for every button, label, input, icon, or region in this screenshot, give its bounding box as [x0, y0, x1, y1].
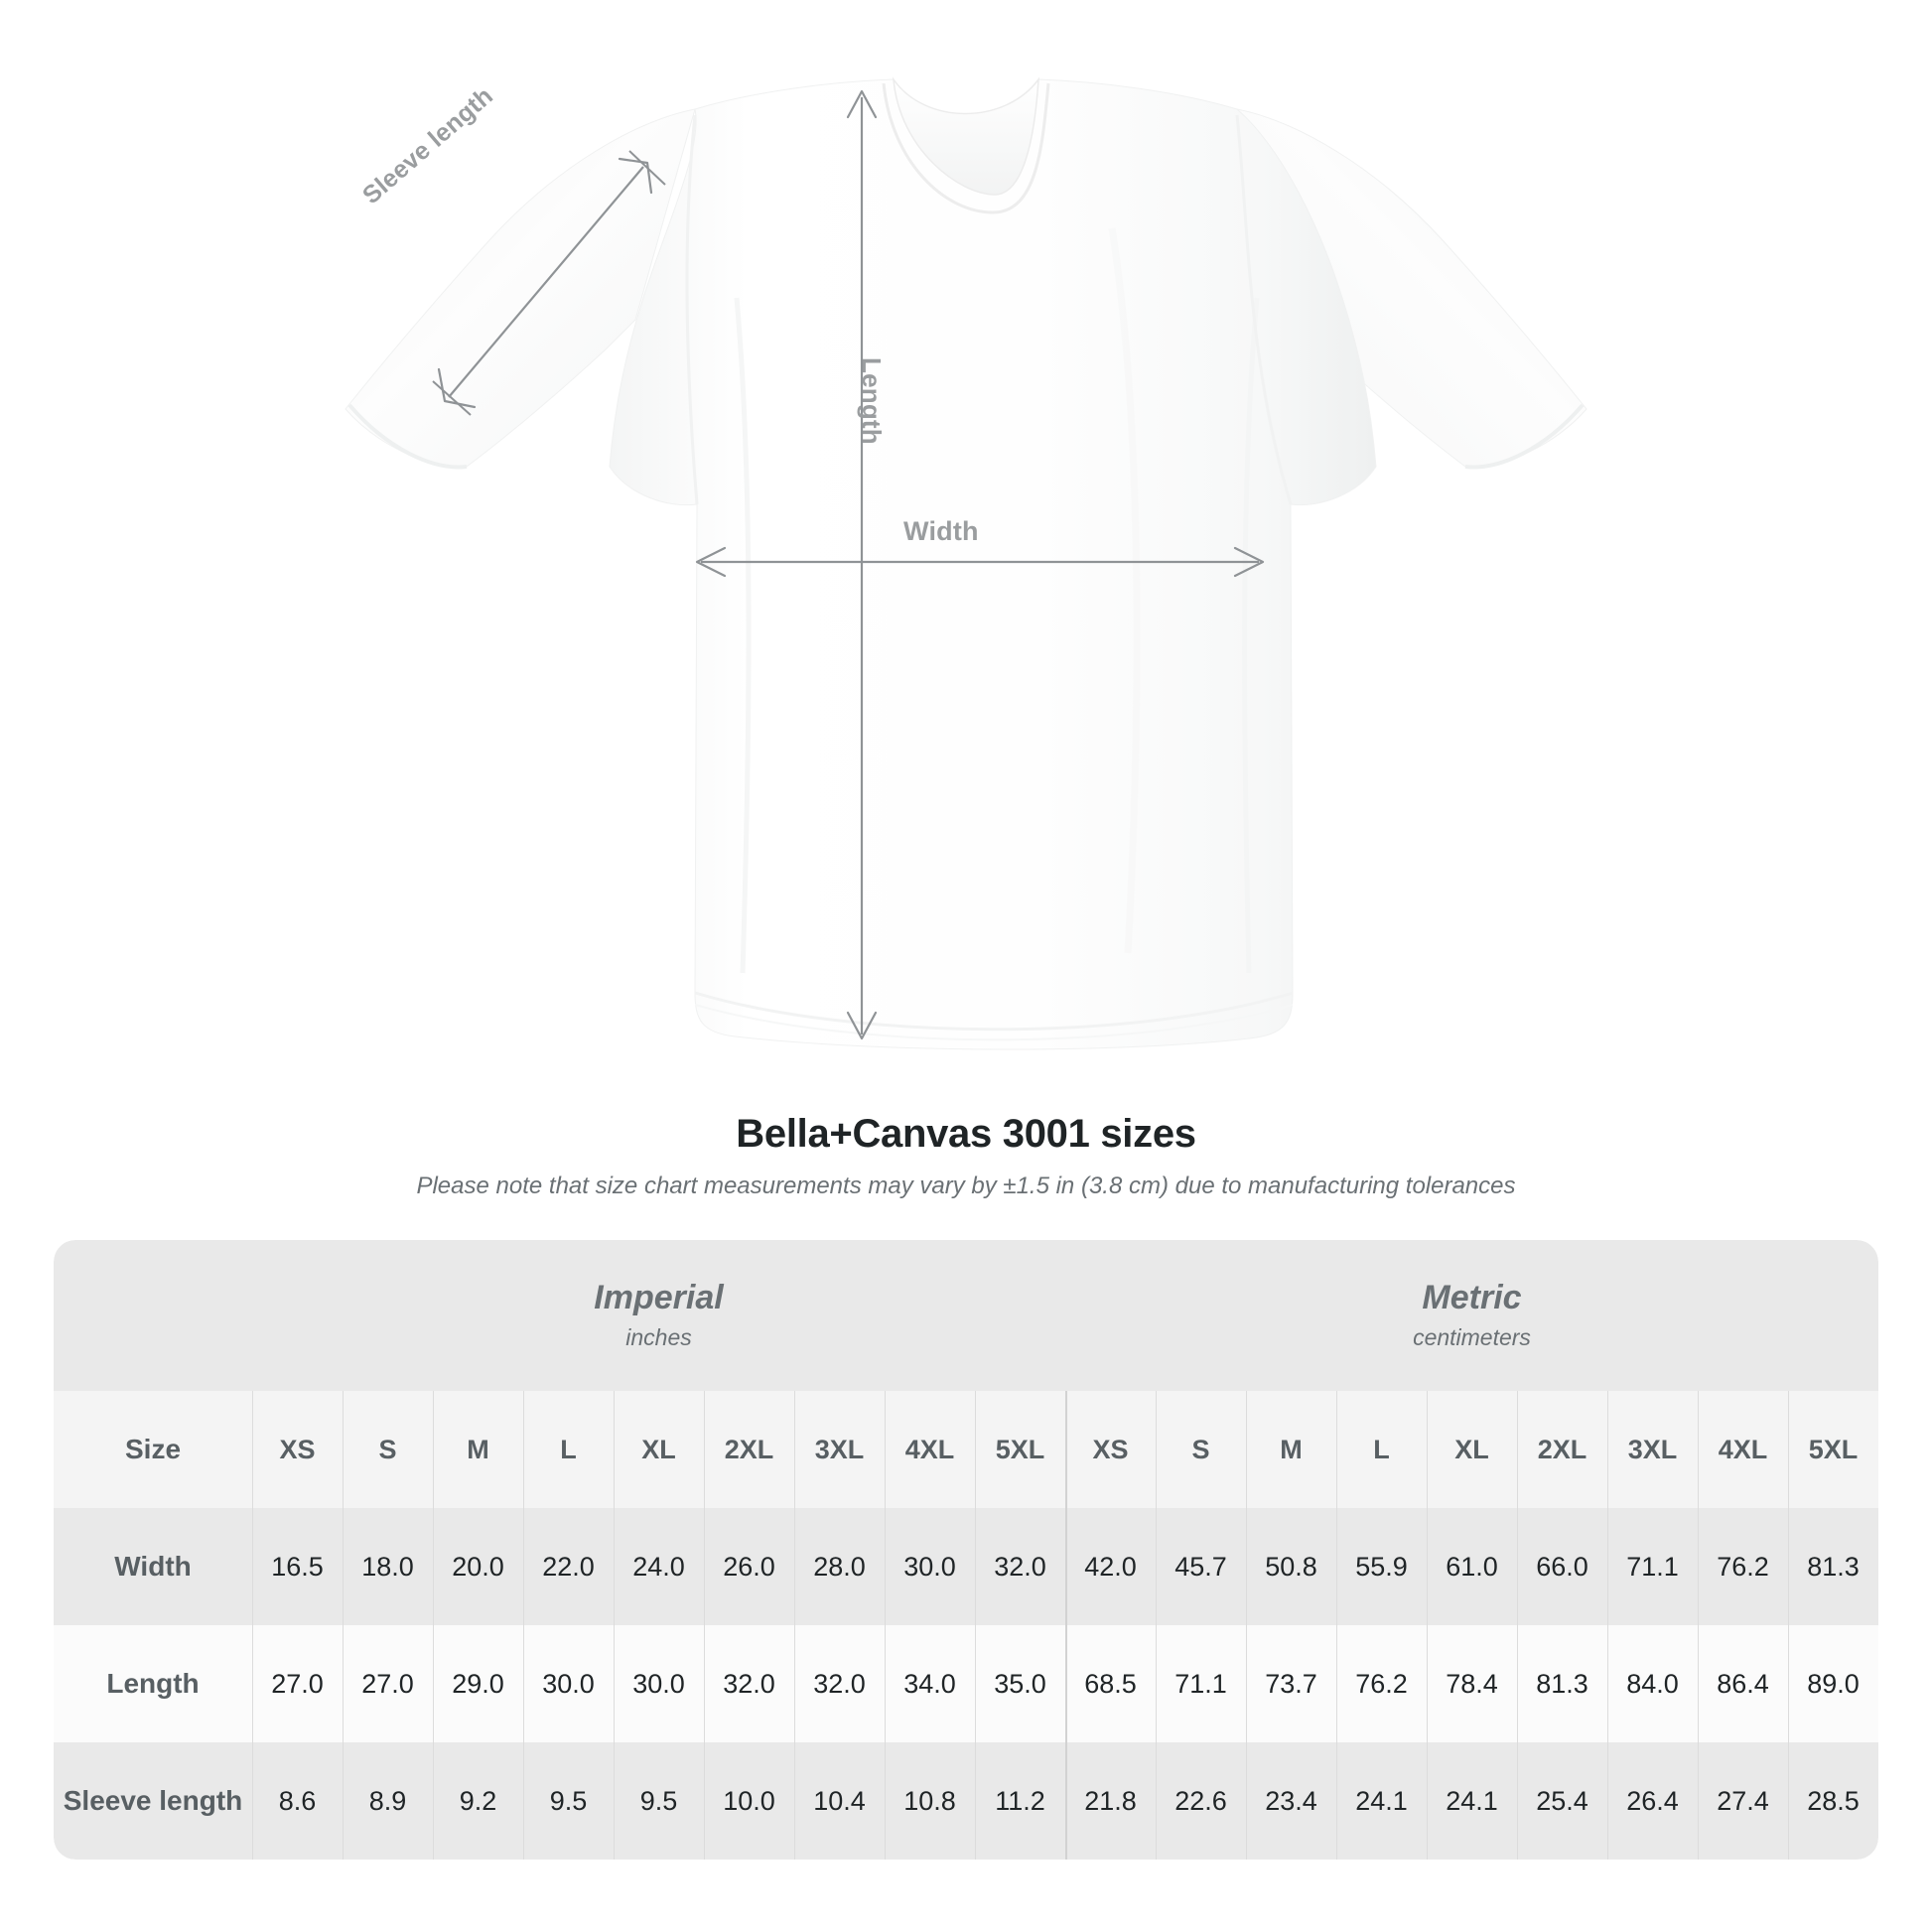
size-header-imperial-3xl: 3XL — [794, 1391, 885, 1508]
size-header-imperial-l: L — [523, 1391, 614, 1508]
row-label-length: Length — [54, 1625, 252, 1742]
cell-length-metric-s: 71.1 — [1156, 1625, 1246, 1742]
chart-caption: Bella+Canvas 3001 sizes Please note that… — [0, 1112, 1932, 1200]
cell-length-metric-xl: 78.4 — [1427, 1625, 1517, 1742]
cell-width-metric-xs: 42.0 — [1065, 1508, 1156, 1625]
cell-length-imperial-l: 30.0 — [523, 1625, 614, 1742]
cell-sleeve-length-metric-xl: 24.1 — [1427, 1742, 1517, 1860]
cell-sleeve-length-imperial-xs: 8.6 — [252, 1742, 343, 1860]
size-header-imperial-xl: XL — [614, 1391, 704, 1508]
cell-length-imperial-3xl: 32.0 — [794, 1625, 885, 1742]
size-header-imperial-2xl: 2XL — [704, 1391, 794, 1508]
tshirt-graphic — [345, 76, 1587, 1050]
size-table: Imperial inches Metric centimeters Size XS S M L… — [54, 1240, 1878, 1860]
size-header-imperial-xs: XS — [252, 1391, 343, 1508]
cell-sleeve-length-imperial-s: 8.9 — [343, 1742, 433, 1860]
unit-group-metric: Metric centimeters — [1065, 1240, 1878, 1391]
cell-length-metric-xs: 68.5 — [1065, 1625, 1156, 1742]
cell-length-imperial-2xl: 32.0 — [704, 1625, 794, 1742]
size-header-imperial-m: M — [433, 1391, 523, 1508]
cell-length-imperial-xl: 30.0 — [614, 1625, 704, 1742]
row-label-width: Width — [54, 1508, 252, 1625]
length-label: Length — [857, 357, 887, 445]
tolerance-note: Please note that size chart measurements… — [416, 1173, 1516, 1199]
table-corner-size-label: Size — [54, 1391, 252, 1508]
cell-sleeve-length-imperial-xl: 9.5 — [614, 1742, 704, 1860]
cell-width-imperial-4xl: 30.0 — [885, 1508, 975, 1625]
cell-length-imperial-4xl: 34.0 — [885, 1625, 975, 1742]
cell-sleeve-length-metric-s: 22.6 — [1156, 1742, 1246, 1860]
size-header-metric-xs: XS — [1065, 1391, 1156, 1508]
cell-width-metric-xl: 61.0 — [1427, 1508, 1517, 1625]
row-label-sleeve-length: Sleeve length — [54, 1742, 252, 1860]
cell-length-metric-l: 76.2 — [1336, 1625, 1427, 1742]
unit-group-name: Imperial — [594, 1278, 724, 1316]
cell-sleeve-length-imperial-m: 9.2 — [433, 1742, 523, 1860]
unit-group-unit: centimeters — [1413, 1324, 1531, 1351]
cell-length-metric-m: 73.7 — [1246, 1625, 1336, 1742]
sleeve-length-line — [448, 166, 644, 398]
size-header-metric-l: L — [1336, 1391, 1427, 1508]
size-header-metric-s: S — [1156, 1391, 1246, 1508]
unit-group-name: Metric — [1422, 1278, 1522, 1316]
unit-band-blank — [54, 1240, 252, 1391]
size-header-imperial-4xl: 4XL — [885, 1391, 975, 1508]
cell-sleeve-length-metric-4xl: 27.4 — [1698, 1742, 1788, 1860]
cell-width-imperial-xs: 16.5 — [252, 1508, 343, 1625]
size-header-metric-3xl: 3XL — [1607, 1391, 1698, 1508]
cell-length-metric-5xl: 89.0 — [1788, 1625, 1878, 1742]
cell-width-imperial-s: 18.0 — [343, 1508, 433, 1625]
cell-length-metric-4xl: 86.4 — [1698, 1625, 1788, 1742]
cell-sleeve-length-imperial-5xl: 11.2 — [975, 1742, 1065, 1860]
cell-width-metric-s: 45.7 — [1156, 1508, 1246, 1625]
cell-sleeve-length-metric-2xl: 25.4 — [1517, 1742, 1607, 1860]
cell-width-imperial-3xl: 28.0 — [794, 1508, 885, 1625]
size-table-container: Imperial inches Metric centimeters Size XS S M L… — [54, 1240, 1878, 1860]
cell-width-metric-4xl: 76.2 — [1698, 1508, 1788, 1625]
table-row: Length 27.0 27.0 29.0 30.0 30.0 32.0 32.0 34.0 35… — [54, 1625, 1878, 1742]
cell-width-imperial-m: 20.0 — [433, 1508, 523, 1625]
cell-width-imperial-5xl: 32.0 — [975, 1508, 1065, 1625]
tshirt-illustration: Sleeve length Length Width — [345, 76, 1587, 1050]
size-header-imperial-5xl: 5XL — [975, 1391, 1065, 1508]
cell-sleeve-length-imperial-3xl: 10.4 — [794, 1742, 885, 1860]
size-header-metric-xl: XL — [1427, 1391, 1517, 1508]
cell-length-metric-2xl: 81.3 — [1517, 1625, 1607, 1742]
cell-width-metric-3xl: 71.1 — [1607, 1508, 1698, 1625]
cell-width-imperial-xl: 24.0 — [614, 1508, 704, 1625]
cell-width-imperial-2xl: 26.0 — [704, 1508, 794, 1625]
measurement-guides — [432, 89, 1265, 1040]
cell-sleeve-length-imperial-l: 9.5 — [523, 1742, 614, 1860]
cell-length-imperial-xs: 27.0 — [252, 1625, 343, 1742]
cell-sleeve-length-metric-3xl: 26.4 — [1607, 1742, 1698, 1860]
cell-sleeve-length-metric-m: 23.4 — [1246, 1742, 1336, 1860]
cell-width-metric-l: 55.9 — [1336, 1508, 1427, 1625]
table-row: Sleeve length 8.6 8.9 9.2 9.5 9.5 10.0 10.4 10.8… — [54, 1742, 1878, 1860]
unit-group-imperial: Imperial inches — [252, 1240, 1065, 1391]
page-title: Bella+Canvas 3001 sizes — [736, 1112, 1196, 1156]
cell-width-imperial-l: 22.0 — [523, 1508, 614, 1625]
width-label: Width — [903, 516, 979, 546]
size-header-metric-2xl: 2XL — [1517, 1391, 1607, 1508]
tshirt-shape — [345, 76, 1587, 1050]
size-header-metric-5xl: 5XL — [1788, 1391, 1878, 1508]
cell-sleeve-length-imperial-4xl: 10.8 — [885, 1742, 975, 1860]
cell-sleeve-length-metric-5xl: 28.5 — [1788, 1742, 1878, 1860]
cell-width-metric-2xl: 66.0 — [1517, 1508, 1607, 1625]
cell-width-metric-5xl: 81.3 — [1788, 1508, 1878, 1625]
size-header-metric-4xl: 4XL — [1698, 1391, 1788, 1508]
cell-length-imperial-5xl: 35.0 — [975, 1625, 1065, 1742]
cell-sleeve-length-imperial-2xl: 10.0 — [704, 1742, 794, 1860]
size-header-imperial-s: S — [343, 1391, 433, 1508]
cell-width-metric-m: 50.8 — [1246, 1508, 1336, 1625]
cell-sleeve-length-metric-l: 24.1 — [1336, 1742, 1427, 1860]
cell-sleeve-length-metric-xs: 21.8 — [1065, 1742, 1156, 1860]
unit-group-unit: inches — [625, 1324, 692, 1351]
table-row: Width 16.5 18.0 20.0 22.0 24.0 26.0 28.0 30.0 32.… — [54, 1508, 1878, 1625]
size-header-metric-m: M — [1246, 1391, 1336, 1508]
cell-length-metric-3xl: 84.0 — [1607, 1625, 1698, 1742]
cell-length-imperial-m: 29.0 — [433, 1625, 523, 1742]
cell-length-imperial-s: 27.0 — [343, 1625, 433, 1742]
